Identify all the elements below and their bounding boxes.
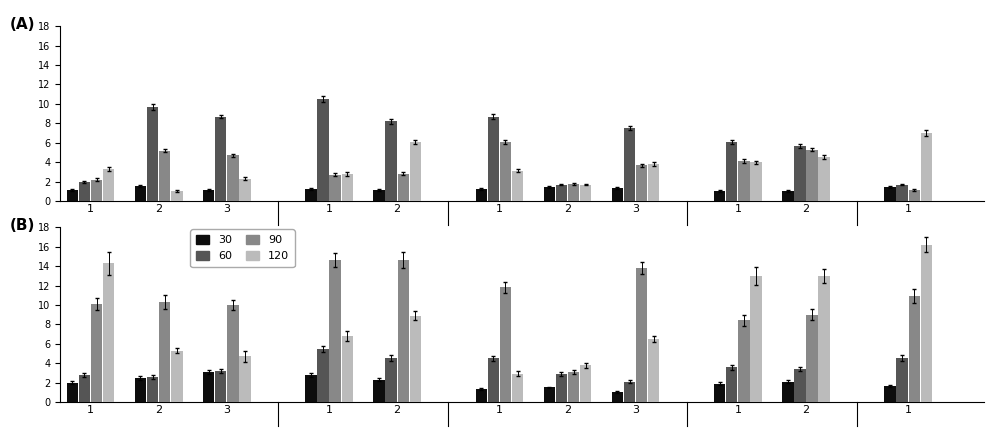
Bar xyxy=(475,389,486,402)
Text: CaCl2: CaCl2 xyxy=(142,238,175,248)
Bar xyxy=(817,276,829,402)
Bar xyxy=(91,304,102,402)
Bar xyxy=(475,189,486,201)
Bar xyxy=(487,358,498,402)
Bar xyxy=(725,142,737,201)
Bar xyxy=(78,182,90,201)
Bar xyxy=(781,191,792,201)
Bar xyxy=(568,184,579,201)
Text: (B): (B) xyxy=(9,218,35,233)
Bar xyxy=(623,382,635,402)
Text: KNO3: KNO3 xyxy=(552,238,583,248)
Bar xyxy=(146,377,158,402)
Bar xyxy=(512,374,523,402)
Bar xyxy=(239,179,251,201)
Bar xyxy=(341,336,352,402)
Bar xyxy=(737,161,749,201)
Bar xyxy=(134,378,146,402)
Bar xyxy=(635,165,647,201)
Bar xyxy=(227,305,239,402)
Bar xyxy=(203,372,214,402)
Bar xyxy=(158,302,171,402)
Bar xyxy=(884,187,895,201)
Bar xyxy=(543,388,555,402)
Bar xyxy=(648,164,659,201)
Text: 무처리: 무처리 xyxy=(898,238,917,248)
Bar xyxy=(713,191,724,201)
Bar xyxy=(805,149,816,201)
Bar xyxy=(305,375,316,402)
Bar xyxy=(543,187,555,201)
Bar xyxy=(373,191,384,201)
Bar xyxy=(499,288,511,402)
Bar xyxy=(66,383,78,402)
Bar xyxy=(487,117,498,201)
Bar xyxy=(317,99,328,201)
Bar xyxy=(397,260,408,402)
Text: HBO3+CaCl2: HBO3+CaCl2 xyxy=(326,238,399,248)
Bar xyxy=(227,156,239,201)
Bar xyxy=(499,142,511,201)
Bar xyxy=(556,184,567,201)
Bar xyxy=(103,169,114,201)
Bar xyxy=(568,372,579,402)
Bar xyxy=(78,375,90,402)
Bar xyxy=(134,187,146,201)
Bar xyxy=(920,133,931,201)
Bar xyxy=(329,175,340,201)
Bar xyxy=(103,263,114,402)
Bar xyxy=(397,174,408,201)
Text: (A): (A) xyxy=(9,17,35,32)
Bar xyxy=(171,350,183,402)
Bar xyxy=(409,142,420,201)
Bar xyxy=(725,367,737,402)
Bar xyxy=(215,371,227,402)
Bar xyxy=(781,382,792,402)
Bar xyxy=(158,150,171,201)
Bar xyxy=(373,380,384,402)
Bar xyxy=(341,174,352,201)
Bar xyxy=(385,121,396,201)
Bar xyxy=(556,374,567,402)
Bar xyxy=(896,184,907,201)
Legend: 30, 60, 90, 120: 30, 60, 90, 120 xyxy=(191,229,294,267)
Bar xyxy=(805,315,816,402)
Bar xyxy=(512,171,523,201)
Bar xyxy=(171,191,183,201)
Bar xyxy=(385,358,396,402)
Bar xyxy=(305,189,316,201)
Bar xyxy=(239,357,251,402)
Text: HBO3+KNO3: HBO3+KNO3 xyxy=(735,238,807,248)
Bar xyxy=(611,188,623,201)
Bar xyxy=(749,162,761,201)
Bar xyxy=(623,128,635,201)
Bar xyxy=(908,296,919,402)
Bar xyxy=(793,369,804,402)
Bar xyxy=(91,180,102,201)
Bar xyxy=(713,384,724,402)
Bar xyxy=(580,184,591,201)
Bar xyxy=(648,339,659,402)
Bar xyxy=(793,146,804,201)
Bar xyxy=(896,358,907,402)
Bar xyxy=(215,117,227,201)
Bar xyxy=(908,191,919,201)
Bar xyxy=(203,191,214,201)
Bar xyxy=(580,365,591,402)
Bar xyxy=(749,276,761,402)
Bar xyxy=(409,316,420,402)
Bar xyxy=(611,392,623,402)
Bar xyxy=(66,191,78,201)
Bar xyxy=(329,260,340,402)
Bar xyxy=(884,385,895,402)
Bar xyxy=(317,349,328,402)
Bar xyxy=(635,268,647,402)
Bar xyxy=(146,107,158,201)
Bar xyxy=(920,245,931,402)
Bar xyxy=(817,157,829,201)
Bar xyxy=(737,320,749,402)
